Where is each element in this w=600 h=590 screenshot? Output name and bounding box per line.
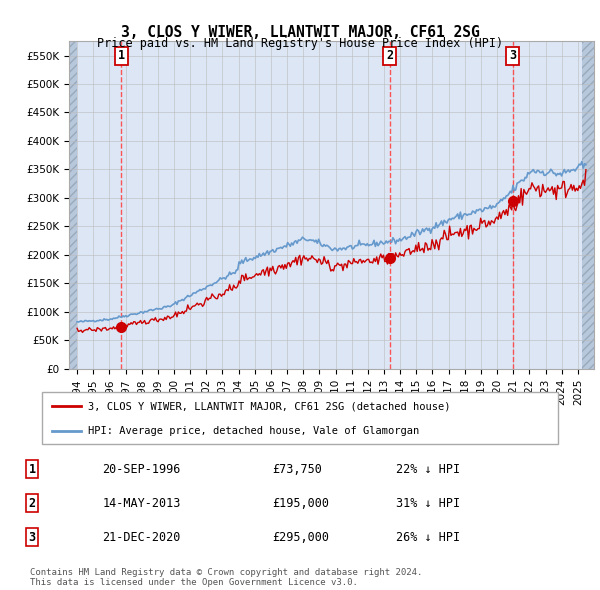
Bar [582, 41, 594, 369]
Text: 1: 1 [29, 463, 35, 476]
Text: 3: 3 [509, 50, 517, 63]
Text: £73,750: £73,750 [272, 463, 322, 476]
Bar [69, 41, 77, 369]
Text: £195,000: £195,000 [272, 497, 329, 510]
Text: 3, CLOS Y WIWER, LLANTWIT MAJOR, CF61 2SG: 3, CLOS Y WIWER, LLANTWIT MAJOR, CF61 2S… [121, 25, 479, 40]
Text: 31% ↓ HPI: 31% ↓ HPI [396, 497, 460, 510]
Text: 20-SEP-1996: 20-SEP-1996 [103, 463, 181, 476]
Text: 22% ↓ HPI: 22% ↓ HPI [396, 463, 460, 476]
Text: 3: 3 [29, 530, 35, 544]
Text: 21-DEC-2020: 21-DEC-2020 [103, 530, 181, 544]
Text: 2: 2 [386, 50, 394, 63]
Text: 14-MAY-2013: 14-MAY-2013 [103, 497, 181, 510]
Text: 2: 2 [29, 497, 35, 510]
Text: Contains HM Land Registry data © Crown copyright and database right 2024.
This d: Contains HM Land Registry data © Crown c… [30, 568, 422, 587]
Text: 3, CLOS Y WIWER, LLANTWIT MAJOR, CF61 2SG (detached house): 3, CLOS Y WIWER, LLANTWIT MAJOR, CF61 2S… [88, 401, 451, 411]
Text: HPI: Average price, detached house, Vale of Glamorgan: HPI: Average price, detached house, Vale… [88, 426, 419, 435]
Text: Price paid vs. HM Land Registry's House Price Index (HPI): Price paid vs. HM Land Registry's House … [97, 37, 503, 50]
Text: 1: 1 [118, 50, 125, 63]
Text: £295,000: £295,000 [272, 530, 329, 544]
FancyBboxPatch shape [42, 392, 558, 444]
Text: 26% ↓ HPI: 26% ↓ HPI [396, 530, 460, 544]
